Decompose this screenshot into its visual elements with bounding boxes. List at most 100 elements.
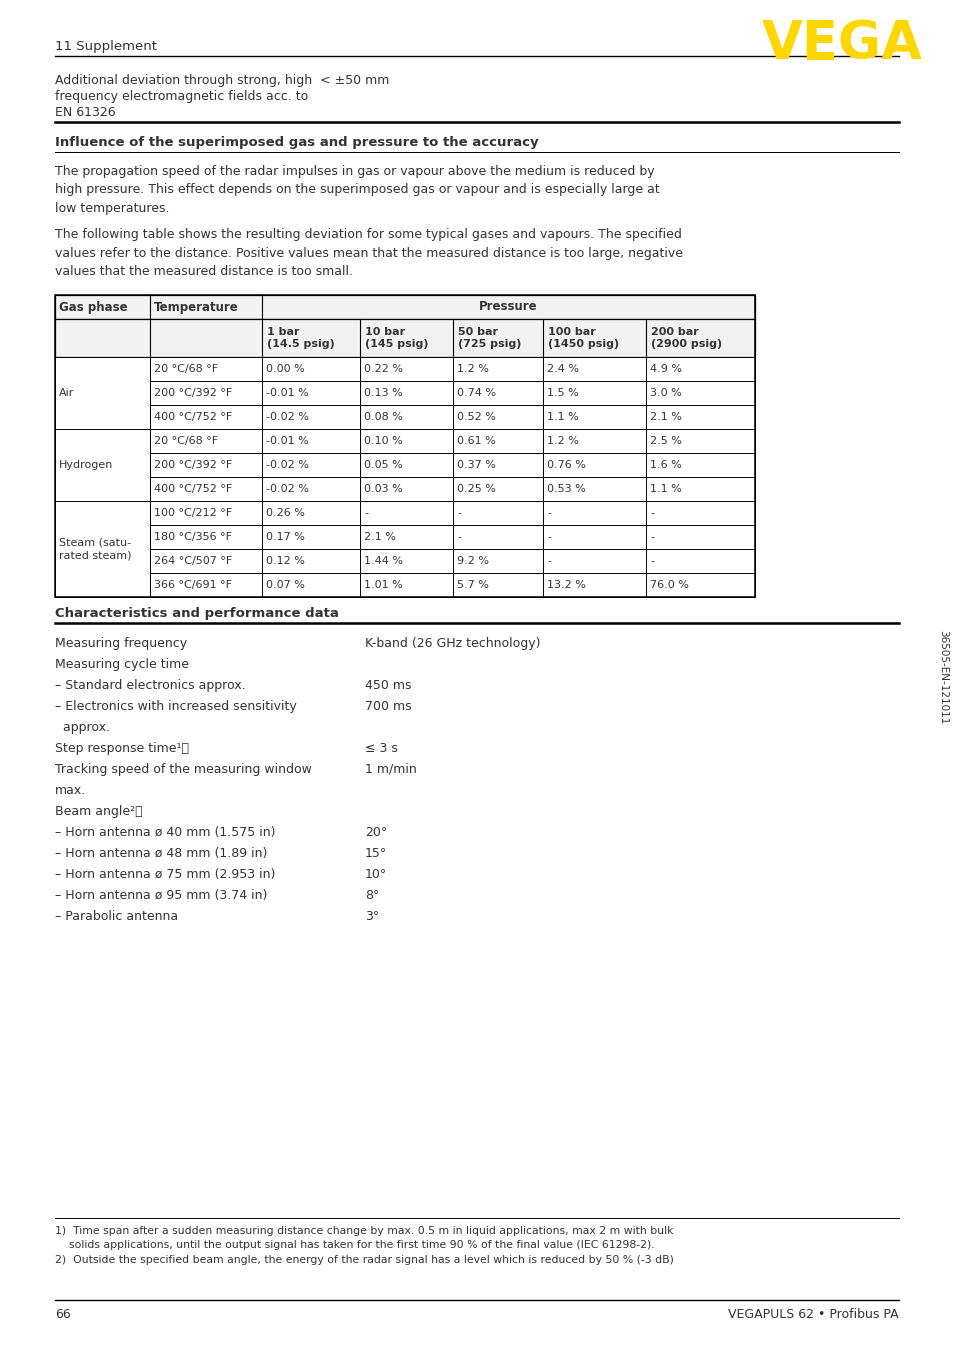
Text: solids applications, until the output signal has taken for the first time 90 % o: solids applications, until the output si… [55,1240,654,1250]
Text: Additional deviation through strong, high: Additional deviation through strong, hig… [55,74,312,87]
Text: 9.2 %: 9.2 % [456,556,489,566]
Text: – Horn antenna ø 40 mm (1.575 in): – Horn antenna ø 40 mm (1.575 in) [55,826,275,839]
Text: 1.1 %: 1.1 % [649,483,681,494]
Text: 0.52 %: 0.52 % [456,412,496,422]
Text: 400 °C/752 °F: 400 °C/752 °F [153,412,232,422]
Text: 0.00 %: 0.00 % [266,364,304,374]
Text: 11 Supplement: 11 Supplement [55,41,157,53]
Text: 100 bar
(1450 psig): 100 bar (1450 psig) [547,326,618,349]
Text: – Parabolic antenna: – Parabolic antenna [55,910,178,923]
Text: Hydrogen: Hydrogen [59,460,113,470]
Text: Gas phase: Gas phase [59,301,128,314]
Text: 1 m/min: 1 m/min [365,764,416,776]
Text: Influence of the superimposed gas and pressure to the accuracy: Influence of the superimposed gas and pr… [55,135,538,149]
Bar [55,357,150,429]
Text: -0.01 %: -0.01 % [266,436,309,445]
Bar [55,380,754,405]
Bar [55,429,150,501]
Text: -: - [456,508,460,519]
Text: 4.9 %: 4.9 % [649,364,681,374]
Text: 100 °C/212 °F: 100 °C/212 °F [153,508,232,519]
Text: 0.03 %: 0.03 % [364,483,402,494]
Bar [55,573,754,597]
Text: Tracking speed of the measuring window: Tracking speed of the measuring window [55,764,312,776]
Text: 0.07 %: 0.07 % [266,580,305,590]
Text: – Electronics with increased sensitivity: – Electronics with increased sensitivity [55,700,296,714]
Text: 3.0 %: 3.0 % [649,389,681,398]
Text: 200 °C/392 °F: 200 °C/392 °F [153,460,232,470]
Text: 1.6 %: 1.6 % [649,460,681,470]
Text: 0.22 %: 0.22 % [364,364,402,374]
Text: Characteristics and performance data: Characteristics and performance data [55,607,338,620]
Text: 0.25 %: 0.25 % [456,483,496,494]
Text: – Horn antenna ø 95 mm (3.74 in): – Horn antenna ø 95 mm (3.74 in) [55,890,267,902]
Text: – Horn antenna ø 75 mm (2.953 in): – Horn antenna ø 75 mm (2.953 in) [55,868,275,881]
Text: 15°: 15° [365,848,387,860]
Text: 0.74 %: 0.74 % [456,389,496,398]
Text: -0.02 %: -0.02 % [266,412,309,422]
Text: frequency electromagnetic fields acc. to: frequency electromagnetic fields acc. to [55,89,308,103]
Text: 450 ms: 450 ms [365,678,411,692]
Bar [55,357,754,380]
Text: 1.5 %: 1.5 % [546,389,578,398]
Text: 264 °C/507 °F: 264 °C/507 °F [153,556,232,566]
Bar [55,454,754,477]
Text: 0.17 %: 0.17 % [266,532,305,542]
Text: 36505-EN-121011: 36505-EN-121011 [937,630,947,724]
Bar [55,295,754,320]
Text: Measuring cycle time: Measuring cycle time [55,658,189,672]
Bar [55,525,754,548]
Text: 0.05 %: 0.05 % [364,460,402,470]
Text: 0.53 %: 0.53 % [546,483,585,494]
Text: 1 bar
(14.5 psig): 1 bar (14.5 psig) [267,326,335,349]
Bar [55,320,754,357]
Text: Step response time¹⧩: Step response time¹⧩ [55,742,189,756]
Text: 10°: 10° [365,868,387,881]
Text: 2.4 %: 2.4 % [546,364,578,374]
Text: -: - [649,532,654,542]
Text: -0.02 %: -0.02 % [266,460,309,470]
Text: 0.76 %: 0.76 % [546,460,585,470]
Text: approx.: approx. [55,720,110,734]
Text: 1.2 %: 1.2 % [546,436,578,445]
Text: 10 bar
(145 psig): 10 bar (145 psig) [365,326,428,349]
Text: VEGAPULS 62 • Profibus PA: VEGAPULS 62 • Profibus PA [727,1308,898,1322]
Text: 20°: 20° [365,826,387,839]
Text: 20 °C/68 °F: 20 °C/68 °F [153,436,218,445]
Bar [55,405,754,429]
Text: 0.12 %: 0.12 % [266,556,305,566]
Text: 0.08 %: 0.08 % [364,412,402,422]
Text: K-band (26 GHz technology): K-band (26 GHz technology) [365,636,540,650]
Text: 0.26 %: 0.26 % [266,508,305,519]
Text: – Standard electronics approx.: – Standard electronics approx. [55,678,245,692]
Text: Air: Air [59,389,74,398]
Text: 2)  Outside the specified beam angle, the energy of the radar signal has a level: 2) Outside the specified beam angle, the… [55,1255,673,1265]
Text: 76.0 %: 76.0 % [649,580,688,590]
Text: 1)  Time span after a sudden measuring distance change by max. 0.5 m in liquid a: 1) Time span after a sudden measuring di… [55,1225,673,1236]
Text: The propagation speed of the radar impulses in gas or vapour above the medium is: The propagation speed of the radar impul… [55,165,659,215]
Text: Pressure: Pressure [478,301,537,314]
Text: -: - [546,532,551,542]
Text: 1.2 %: 1.2 % [456,364,488,374]
Text: ≤ 3 s: ≤ 3 s [365,742,397,756]
Text: EN 61326: EN 61326 [55,106,115,119]
Text: The following table shows the resulting deviation for some typical gases and vap: The following table shows the resulting … [55,227,682,278]
Text: 400 °C/752 °F: 400 °C/752 °F [153,483,232,494]
Bar [55,429,754,454]
Bar [55,477,754,501]
Text: Measuring frequency: Measuring frequency [55,636,187,650]
Text: -: - [649,556,654,566]
Bar [55,548,754,573]
Text: 66: 66 [55,1308,71,1322]
Text: 8°: 8° [365,890,379,902]
Text: 200 bar
(2900 psig): 200 bar (2900 psig) [650,326,721,349]
Text: 13.2 %: 13.2 % [546,580,585,590]
Text: 20 °C/68 °F: 20 °C/68 °F [153,364,218,374]
Text: 700 ms: 700 ms [365,700,411,714]
Text: 1.01 %: 1.01 % [364,580,402,590]
Text: -0.02 %: -0.02 % [266,483,309,494]
Text: 50 bar
(725 psig): 50 bar (725 psig) [457,326,521,349]
Bar [55,501,150,597]
Text: 5.7 %: 5.7 % [456,580,488,590]
Text: -: - [364,508,368,519]
